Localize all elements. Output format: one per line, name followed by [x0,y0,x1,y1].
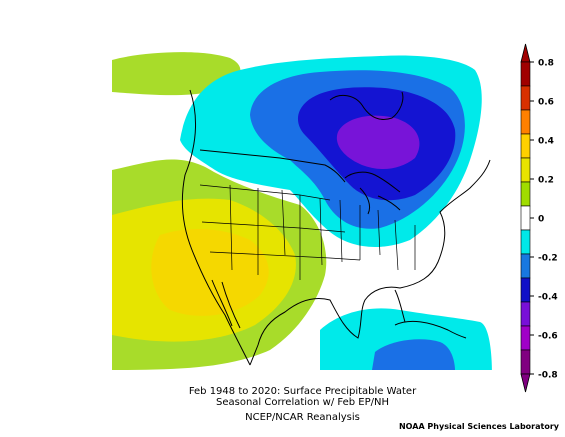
north-america-coastline [181,89,491,366]
great-lakes [344,171,401,215]
title-line-1: Feb 1948 to 2020: Surface Precipitable W… [188,386,417,397]
colorbar-segment [520,349,531,375]
colorbar-bottom-arrow [520,373,531,393]
colorbar-segment [520,181,531,207]
title-line-2: Seasonal Correlation w/ Feb EP/NH [215,397,390,408]
colorbar-segment [520,85,531,111]
credit-label: NOAA Physical Sciences Laboratory [398,422,559,431]
negative-region-caribbean [372,339,455,370]
figure-title: Feb 1948 to 2020: Surface Precipitable W… [0,386,565,408]
colorbar-segment [520,205,531,231]
colorbar-segment [520,277,531,303]
shaded-correlation-field [112,52,492,370]
positive-region-west-peak [151,228,269,316]
colorbar-segment [520,301,531,327]
colorbar-segment [520,133,531,159]
colorbar-segment [520,157,531,183]
colorbar-segment [520,229,531,255]
colorbar-label: 0 [538,215,544,225]
florida [394,289,406,323]
colorbar: 0.8 0.6 0.4 0.2 0 -0.2 -0.4 -0.6 -0.8 [520,43,558,393]
colorbar-label: -0.4 [538,293,558,303]
colorbar-segment [520,61,531,87]
colorbar-segment [520,109,531,135]
hudson-bay [329,91,404,120]
colorbar-top-arrow [520,43,531,63]
map-outlines [181,89,491,366]
colorbar-label: 0.6 [538,98,554,108]
colorbar-label: -0.6 [538,332,558,342]
figure-subtitle: NCEP/NCAR Reanalysis [245,412,360,423]
colorbar-label: 0.8 [538,59,554,69]
positive-region-pacific-nw [112,52,241,96]
state-lines [199,184,416,280]
colorbar-label: 0.2 [538,176,554,186]
colorbar-segment [520,325,531,351]
colorbar-label: -0.2 [538,254,558,264]
canada-us-border [199,149,346,183]
colorbar-label: 0.4 [538,137,554,147]
cuba [394,320,467,339]
colorbar-segment [520,253,531,279]
negative-region-north-peak [336,115,420,170]
colorbar-label: -0.8 [538,371,558,381]
baja-california [211,279,241,329]
